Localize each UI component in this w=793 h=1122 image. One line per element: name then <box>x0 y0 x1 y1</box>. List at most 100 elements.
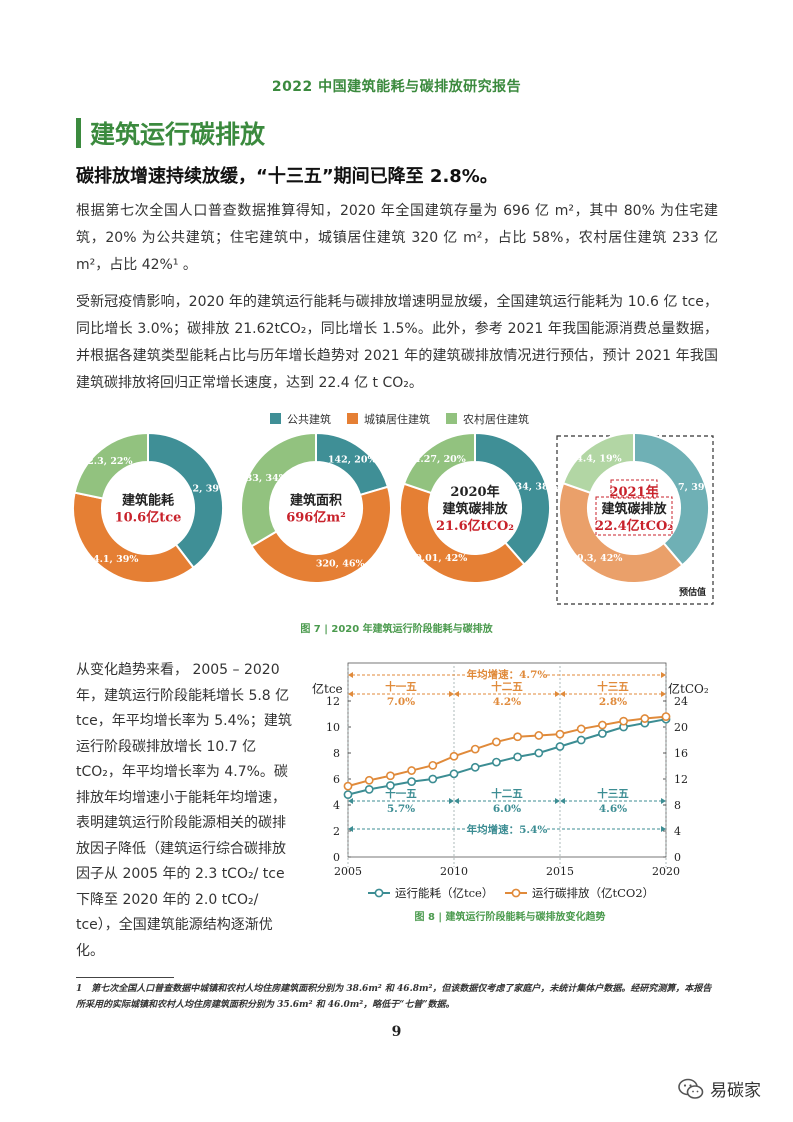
donut-legend: 公共建筑 城镇居住建筑 农村居住建筑 <box>270 411 529 427</box>
y-right-tick-label: 16 <box>674 747 688 760</box>
energy-point <box>343 790 353 799</box>
y-right-tick-label: 20 <box>674 721 688 734</box>
trend-description: 从变化趋势来看， 2005 – 2020 年，建筑运行阶段能耗增长 5.8 亿 … <box>76 662 292 959</box>
page-number: 9 <box>391 1024 402 1040</box>
carbon-point <box>407 766 416 775</box>
y-left-axis-label: 亿tce <box>312 681 343 696</box>
period-name: 十一五 <box>385 787 417 800</box>
period-carbon-span-arrow <box>348 691 353 697</box>
y-right-tick-label: 8 <box>674 799 681 812</box>
period-energy-span-arrow <box>560 798 565 804</box>
donut-slice <box>558 481 684 584</box>
forecast-text-box <box>595 496 673 536</box>
energy-point <box>428 774 438 784</box>
period-energy-span-arrow <box>348 798 353 804</box>
donut-slice <box>633 431 710 567</box>
donut-center-label: 696亿m² <box>286 510 346 526</box>
legend-item-rural: 农村居住建筑 <box>446 411 529 427</box>
slice-label: 9.01, 42% <box>415 553 467 564</box>
carbon-point <box>555 729 565 739</box>
donut-slice <box>147 431 224 570</box>
donut-slice <box>240 431 317 548</box>
carbon-point <box>576 724 586 734</box>
overall-energy-span-arrow <box>348 826 353 832</box>
report-header: 2022 中国建筑能耗与碳排放研究报告 <box>271 79 522 95</box>
carbon-point <box>513 732 522 742</box>
y-left-tick-label: 10 <box>326 721 340 734</box>
energy-point <box>555 742 565 751</box>
slice-label: 4.4, 19% <box>576 454 621 465</box>
watermark: 易碳家 <box>678 1076 761 1101</box>
slice-label: 8.7, 39% <box>668 482 713 493</box>
section-title-bar <box>76 118 81 148</box>
watermark-text: 易碳家 <box>710 1081 761 1101</box>
y-right-tick-label: 24 <box>674 695 688 708</box>
slice-label: 233, 34% <box>239 473 288 484</box>
period-carbon-rate: 7.0% <box>387 696 415 708</box>
energy-point <box>491 757 501 767</box>
y-left-tick-label: 8 <box>333 747 340 760</box>
figure8-caption: 图 8 | 建筑运行阶段能耗与碳排放变化趋势 <box>414 912 606 923</box>
period-energy-span-arrow <box>454 798 459 804</box>
overall-carbon-span-arrow <box>348 672 353 678</box>
donut-center-label: 建筑面积 <box>290 493 342 509</box>
donut-center-label: 建筑能耗 <box>122 493 174 509</box>
period-name: 十三五 <box>597 787 629 800</box>
donut-slice <box>474 431 551 566</box>
period-energy-span-arrow <box>555 798 560 804</box>
paragraph-1: 根据第七次全国人口普查数据推算得知，2020 年全国建筑存量为 696 亿 m²… <box>76 203 718 273</box>
carbon-point <box>661 712 671 721</box>
energy-point <box>386 781 395 790</box>
x-tick-label: 2020 <box>652 865 680 878</box>
carbon-point <box>470 744 480 754</box>
section-title: 建筑运行碳排放 <box>90 120 266 149</box>
period-carbon-span-arrow <box>454 691 459 697</box>
footnote: 1 第七次全国人口普查数据中城镇和农村人均住房建筑面积分别为 38.6m² 和 … <box>76 984 712 1010</box>
overall-energy-rate: 年均增速：5.4% <box>467 823 548 836</box>
y-left-tick-label: 4 <box>333 799 340 812</box>
period-carbon-span-arrow <box>661 691 666 697</box>
period-energy-span-arrow <box>449 798 454 804</box>
donut-slice <box>399 482 526 584</box>
slice-label: 8.34, 38% <box>506 482 558 493</box>
carbon-point <box>491 737 501 747</box>
energy-point <box>597 729 607 738</box>
footnote-divider <box>76 977 174 978</box>
carbon-point <box>449 751 459 761</box>
period-carbon-span-arrow <box>555 691 560 697</box>
period-energy-rate: 6.0% <box>493 803 521 815</box>
energy-point <box>534 748 544 758</box>
y-left-tick-label: 2 <box>333 825 340 838</box>
donut-slice <box>250 485 392 584</box>
energy-point <box>470 762 480 772</box>
legend-item-urban: 城镇居住建筑 <box>347 411 430 427</box>
period-carbon-rate: 4.2% <box>493 696 521 708</box>
legend-item-public: 公共建筑 <box>270 411 331 427</box>
slice-label: 9.3, 42% <box>577 553 622 564</box>
period-name: 十二五 <box>491 680 523 693</box>
period-carbon-span-arrow <box>560 691 565 697</box>
subheading: 碳排放增速持续放缓，“十三五”期间已降至 2.8%。 <box>76 166 498 187</box>
donut-center-label: 建筑碳排放 <box>442 501 508 517</box>
paragraph-2: 受新冠疫情影响，2020 年的建筑运行能耗与碳排放增速明显放缓，全国建筑运行能耗… <box>76 294 718 391</box>
period-energy-span-arrow <box>661 798 666 804</box>
slice-label: 4.27, 20% <box>414 454 466 465</box>
slice-label: 2.3, 22% <box>87 456 132 467</box>
energy-point <box>407 777 416 786</box>
slice-label: 4.1, 39% <box>93 554 138 565</box>
overall-carbon-span-arrow <box>661 672 666 678</box>
donut-slice <box>72 491 195 584</box>
donut-slice <box>73 431 149 500</box>
forecast-year-box <box>610 479 658 499</box>
slice-label: 4.2, 39% <box>183 484 228 495</box>
y-right-tick-label: 4 <box>674 825 681 838</box>
x-tick-label: 2015 <box>546 865 574 878</box>
period-name: 十三五 <box>597 680 629 693</box>
period-name: 十二五 <box>491 787 523 800</box>
carbon-point <box>343 781 353 791</box>
y-left-tick-label: 12 <box>326 695 340 708</box>
period-energy-rate: 5.7% <box>387 803 415 815</box>
y-right-axis-label: 亿tCO₂ <box>668 681 709 696</box>
overall-energy-span-arrow <box>661 826 666 832</box>
